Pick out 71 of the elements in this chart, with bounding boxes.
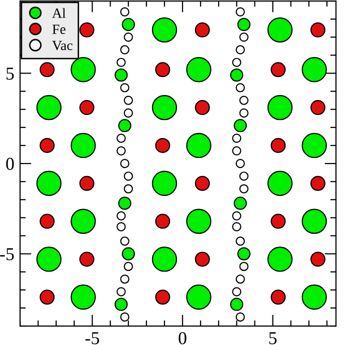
point bbox=[239, 32, 249, 42]
point bbox=[310, 176, 326, 191]
point bbox=[116, 58, 126, 68]
point bbox=[79, 22, 94, 38]
y-tick-label: 0 bbox=[6, 158, 14, 170]
point bbox=[120, 45, 130, 54]
point bbox=[124, 172, 133, 181]
point bbox=[239, 172, 249, 181]
point bbox=[310, 22, 326, 38]
point bbox=[232, 146, 242, 156]
point bbox=[236, 312, 245, 322]
point bbox=[270, 290, 286, 305]
point bbox=[79, 252, 94, 267]
point bbox=[120, 312, 130, 322]
point bbox=[124, 32, 133, 42]
legend-label: Al bbox=[52, 8, 66, 18]
point bbox=[116, 287, 126, 296]
x-tick-label: 0 bbox=[178, 332, 186, 344]
point bbox=[155, 214, 170, 229]
point bbox=[194, 100, 210, 116]
y-tick-label: -5 bbox=[0, 248, 14, 260]
point bbox=[194, 176, 210, 191]
point bbox=[155, 62, 170, 78]
x-tick-label: -5 bbox=[85, 332, 100, 344]
point bbox=[116, 222, 126, 232]
y-tick-label: 5 bbox=[6, 68, 14, 80]
point bbox=[116, 134, 126, 143]
point bbox=[155, 290, 170, 305]
point bbox=[236, 274, 245, 284]
point bbox=[232, 134, 242, 143]
point bbox=[120, 7, 130, 16]
point bbox=[40, 290, 55, 305]
x-tick-label: 5 bbox=[269, 332, 277, 344]
point bbox=[79, 176, 94, 191]
point bbox=[40, 62, 55, 78]
point bbox=[239, 184, 249, 194]
point bbox=[270, 214, 286, 229]
point bbox=[232, 211, 242, 220]
point bbox=[40, 138, 55, 153]
point bbox=[239, 262, 249, 272]
point bbox=[116, 211, 126, 220]
point bbox=[236, 158, 245, 168]
point bbox=[120, 274, 130, 284]
point bbox=[270, 138, 286, 153]
point bbox=[270, 62, 286, 78]
point bbox=[120, 158, 130, 168]
point bbox=[124, 262, 133, 272]
point bbox=[310, 252, 326, 267]
legend-label: Vac bbox=[52, 40, 72, 50]
point bbox=[236, 7, 245, 16]
point bbox=[232, 287, 242, 296]
point bbox=[40, 214, 55, 229]
point bbox=[124, 184, 133, 194]
point bbox=[232, 58, 242, 68]
point bbox=[120, 236, 130, 246]
point bbox=[79, 100, 94, 116]
point bbox=[239, 108, 249, 118]
point bbox=[239, 96, 249, 105]
point bbox=[116, 146, 126, 156]
point bbox=[120, 83, 130, 92]
point bbox=[236, 236, 245, 246]
point bbox=[155, 138, 170, 153]
point bbox=[310, 100, 326, 116]
point bbox=[236, 83, 245, 92]
point bbox=[124, 108, 133, 118]
point bbox=[124, 96, 133, 105]
point bbox=[232, 222, 242, 232]
point bbox=[236, 45, 245, 54]
point bbox=[194, 252, 210, 267]
point bbox=[194, 22, 210, 38]
legend-label: Fe bbox=[52, 24, 66, 34]
